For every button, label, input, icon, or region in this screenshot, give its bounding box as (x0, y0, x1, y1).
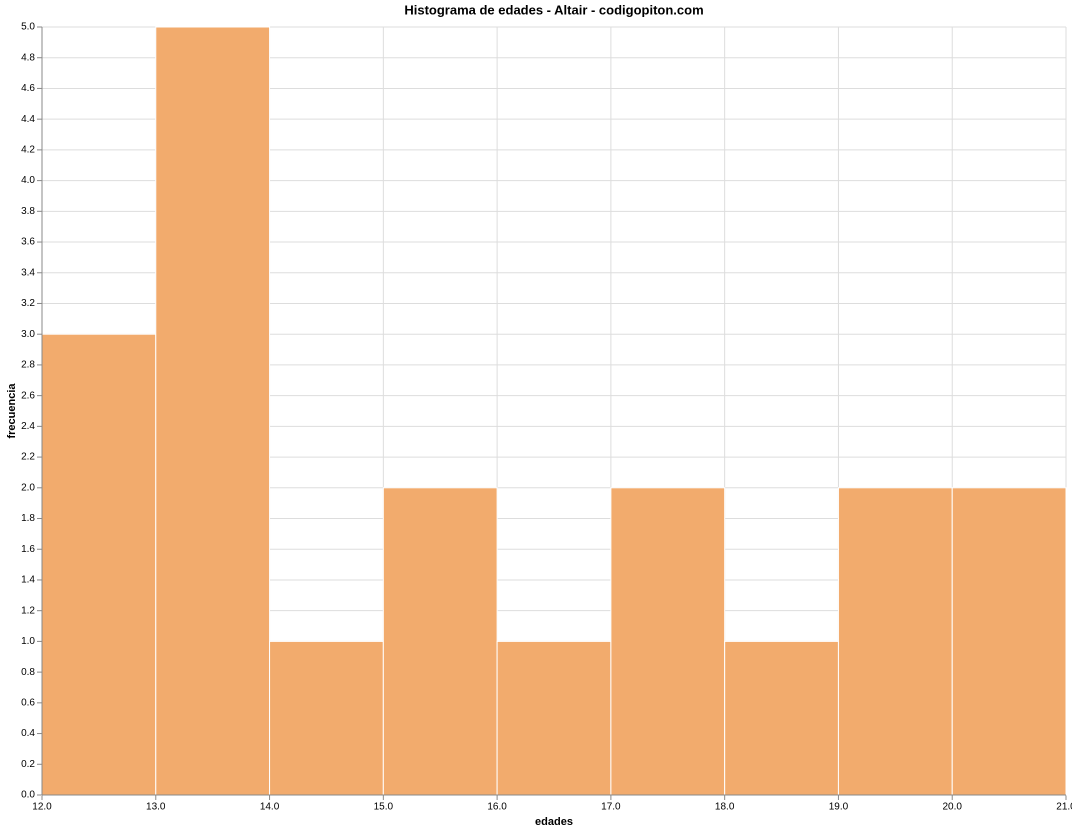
y-tick-label: 2.6 (21, 390, 35, 401)
y-tick-label: 4.0 (21, 175, 35, 186)
y-tick-label: 1.8 (21, 513, 35, 524)
y-tick-label: 4.4 (21, 114, 35, 125)
y-tick-label: 4.8 (21, 52, 35, 63)
y-tick-label: 5.0 (21, 22, 35, 33)
chart-title: Histograma de edades - Altair - codigopi… (404, 2, 703, 17)
y-tick-label: 4.6 (21, 83, 35, 94)
x-tick-label: 12.0 (32, 802, 52, 813)
y-tick-label: 2.4 (21, 421, 35, 432)
bar (269, 640, 384, 796)
x-tick-label: 21.0 (1056, 802, 1072, 813)
bar (155, 26, 271, 796)
y-axis-title: frecuencia (6, 383, 18, 439)
y-tick-label: 0.2 (21, 759, 35, 770)
y-tick-label: 3.0 (21, 329, 35, 340)
x-tick-label: 20.0 (942, 802, 962, 813)
x-tick-label: 16.0 (487, 802, 507, 813)
y-tick-label: 0.4 (21, 728, 35, 739)
bar (496, 640, 612, 796)
bar (951, 487, 1067, 796)
y-tick-label: 1.2 (21, 605, 35, 616)
bar (610, 487, 726, 796)
bar (837, 487, 953, 796)
x-tick-label: 13.0 (146, 802, 166, 813)
bar (41, 333, 157, 796)
y-tick-label: 0.6 (21, 697, 35, 708)
x-tick-label: 18.0 (715, 802, 735, 813)
x-tick-label: 15.0 (374, 802, 394, 813)
y-tick-label: 3.4 (21, 267, 35, 278)
y-tick-label: 2.8 (21, 360, 35, 371)
x-tick-label: 17.0 (601, 802, 621, 813)
x-tick-label: 19.0 (829, 802, 849, 813)
bar (724, 640, 839, 796)
y-tick-label: 1.0 (21, 636, 35, 647)
y-tick-label: 1.6 (21, 544, 35, 555)
y-tick-label: 3.2 (21, 298, 35, 309)
y-tick-label: 2.0 (21, 482, 35, 493)
x-tick-label: 14.0 (260, 802, 280, 813)
bar (382, 487, 498, 796)
y-tick-label: 3.8 (21, 206, 35, 217)
y-tick-label: 4.2 (21, 145, 35, 156)
y-tick-label: 0.8 (21, 667, 35, 678)
x-axis-title: edades (535, 816, 573, 828)
y-tick-label: 2.2 (21, 452, 35, 463)
y-tick-label: 1.4 (21, 575, 35, 586)
y-tick-label: 3.6 (21, 237, 35, 248)
y-tick-label: 0.0 (21, 790, 35, 801)
